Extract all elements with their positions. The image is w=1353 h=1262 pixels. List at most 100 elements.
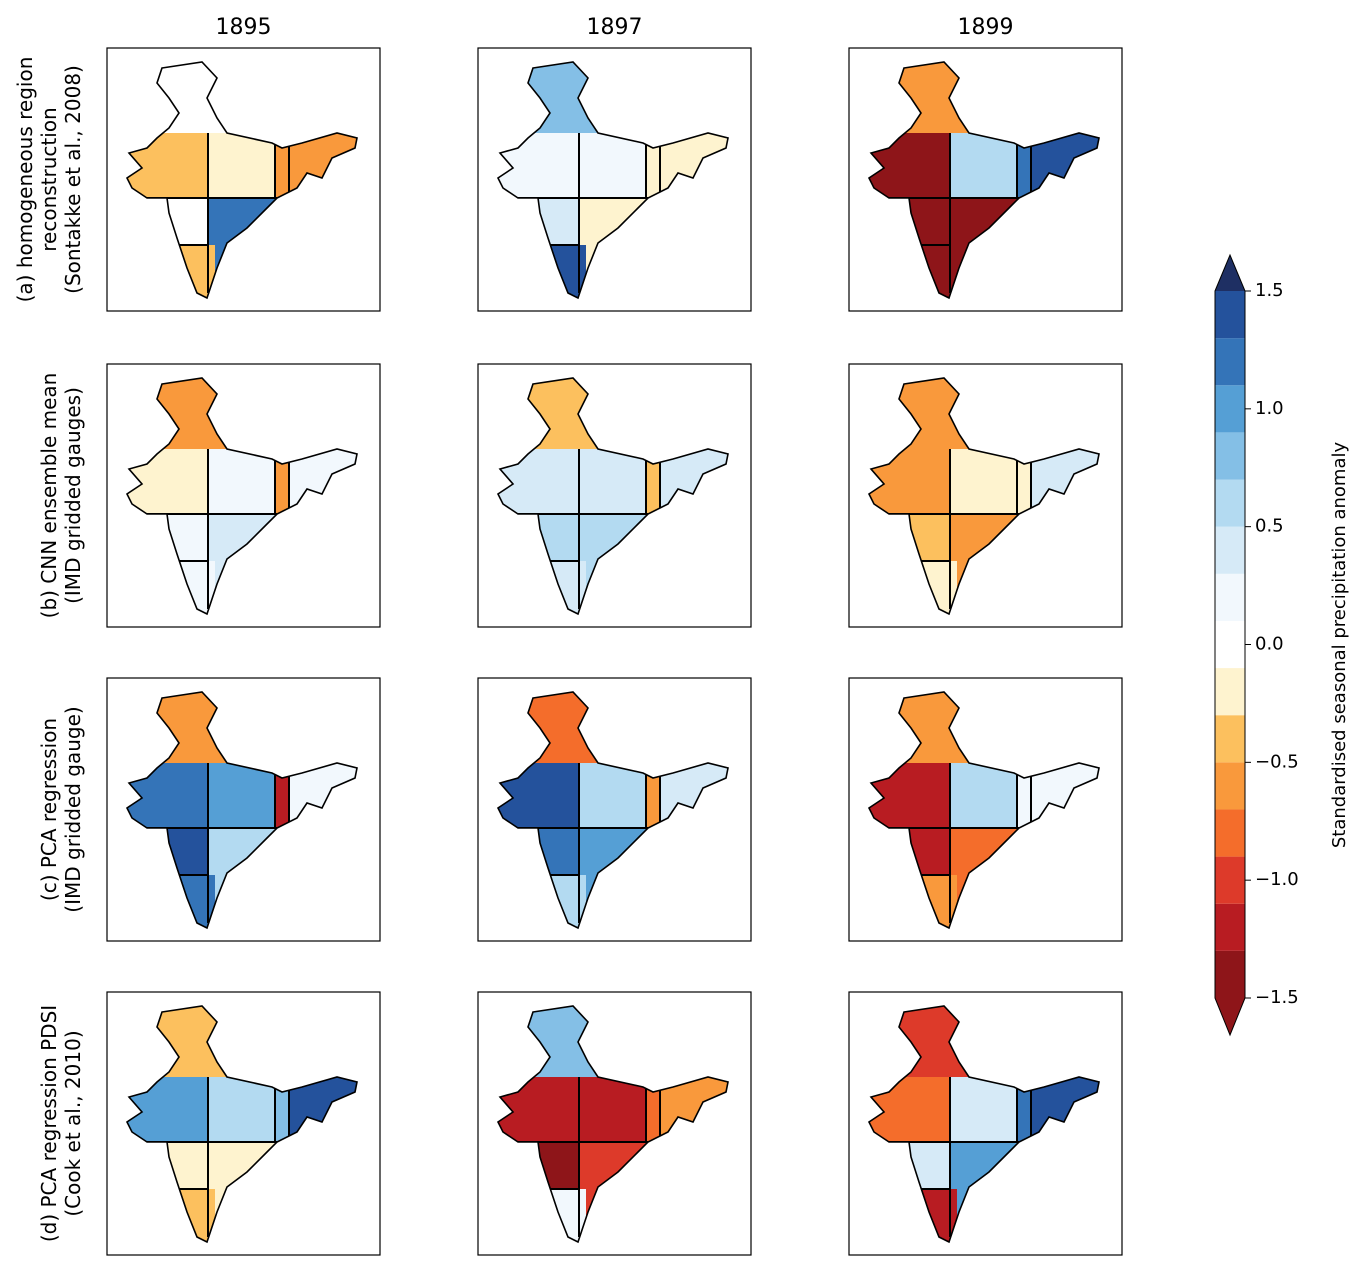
region <box>1017 449 1031 514</box>
colorbar-band <box>1215 950 1245 998</box>
panel-frame <box>848 677 1123 942</box>
region <box>660 108 728 198</box>
region <box>869 133 950 198</box>
row-label: (Cook et al., 2010) <box>61 1030 85 1216</box>
map-fill <box>127 692 357 928</box>
panel-frame <box>106 991 381 1256</box>
region <box>208 763 275 828</box>
country-outline <box>496 1005 729 1244</box>
map-panel <box>106 677 381 942</box>
region <box>208 198 357 298</box>
country-outline <box>125 61 358 300</box>
region <box>1031 1052 1099 1142</box>
region <box>498 1189 586 1242</box>
region <box>950 1142 1099 1242</box>
region <box>869 1006 1099 1077</box>
region <box>127 198 208 245</box>
region <box>275 133 289 198</box>
colorbar-band <box>1215 432 1245 480</box>
panel-frame <box>477 363 752 628</box>
region <box>1031 738 1099 828</box>
region <box>579 1142 728 1242</box>
region <box>127 378 357 449</box>
colorbar-tick-label: 1.0 <box>1255 398 1284 419</box>
region <box>127 561 215 614</box>
colorbar-tick-label: −1.0 <box>1255 869 1299 890</box>
region <box>950 763 1017 828</box>
region <box>127 692 357 763</box>
region <box>869 1142 950 1189</box>
map-fill <box>869 692 1099 928</box>
map-fill <box>498 378 728 614</box>
region <box>498 1077 579 1142</box>
country-outline <box>496 61 729 300</box>
map-panel <box>477 363 752 628</box>
region <box>498 449 579 514</box>
region <box>498 62 728 133</box>
country-outline <box>867 377 1100 616</box>
panel-frame <box>477 991 752 1256</box>
region <box>869 62 1099 133</box>
country-outline <box>867 61 1100 300</box>
row-label: (c) PCA regression <box>37 718 61 901</box>
region <box>869 449 950 514</box>
region <box>950 1077 1017 1142</box>
region <box>869 561 957 614</box>
region <box>579 514 728 614</box>
map-fill <box>498 1006 728 1242</box>
region <box>950 449 1017 514</box>
colorbar-band <box>1215 809 1245 857</box>
region <box>1017 133 1031 198</box>
colorbar-extension-over <box>1215 255 1245 291</box>
panel-frame <box>106 677 381 942</box>
region <box>208 514 357 614</box>
region <box>498 875 586 928</box>
region <box>498 514 579 561</box>
region <box>498 828 579 875</box>
colorbar-band <box>1215 526 1245 574</box>
panel-frame <box>848 363 1123 628</box>
map-panel <box>848 363 1123 628</box>
region <box>208 1077 275 1142</box>
row-label: (d) PCA regression PDSI <box>37 1005 61 1242</box>
region <box>579 198 728 298</box>
region <box>498 245 586 298</box>
region <box>208 449 275 514</box>
region <box>869 514 950 561</box>
map-fill <box>127 62 357 298</box>
map-fill <box>869 1006 1099 1242</box>
region <box>208 828 357 928</box>
colorbar-tick-label: 0.5 <box>1255 516 1284 537</box>
panel-frame <box>848 47 1123 312</box>
region <box>289 1052 357 1142</box>
map-fill <box>498 692 728 928</box>
region <box>869 198 950 245</box>
colorbar-band <box>1215 385 1245 433</box>
row-label: (IMD gridded gauge) <box>61 706 85 912</box>
colorbar-band <box>1215 479 1245 527</box>
region <box>208 1142 357 1242</box>
colorbar-band <box>1215 762 1245 810</box>
colorbar-tick-label: 0.0 <box>1255 634 1284 655</box>
colorbar-tick-label: −1.5 <box>1255 987 1299 1008</box>
colorbar-band <box>1215 715 1245 763</box>
region <box>869 828 950 875</box>
region <box>127 1006 357 1077</box>
row-label: (b) CNN ensemble mean <box>37 373 61 619</box>
map-fill <box>127 378 357 614</box>
region <box>1017 1077 1031 1142</box>
region <box>127 62 357 133</box>
region <box>498 561 586 614</box>
region <box>869 875 957 928</box>
region <box>127 514 208 561</box>
region <box>127 763 208 828</box>
colorbar-band <box>1215 338 1245 386</box>
map-panel <box>106 47 381 312</box>
country-outline <box>867 691 1100 930</box>
region <box>289 738 357 828</box>
country-outline <box>125 377 358 616</box>
region <box>275 1077 289 1142</box>
region <box>579 449 646 514</box>
map-panel <box>848 991 1123 1256</box>
